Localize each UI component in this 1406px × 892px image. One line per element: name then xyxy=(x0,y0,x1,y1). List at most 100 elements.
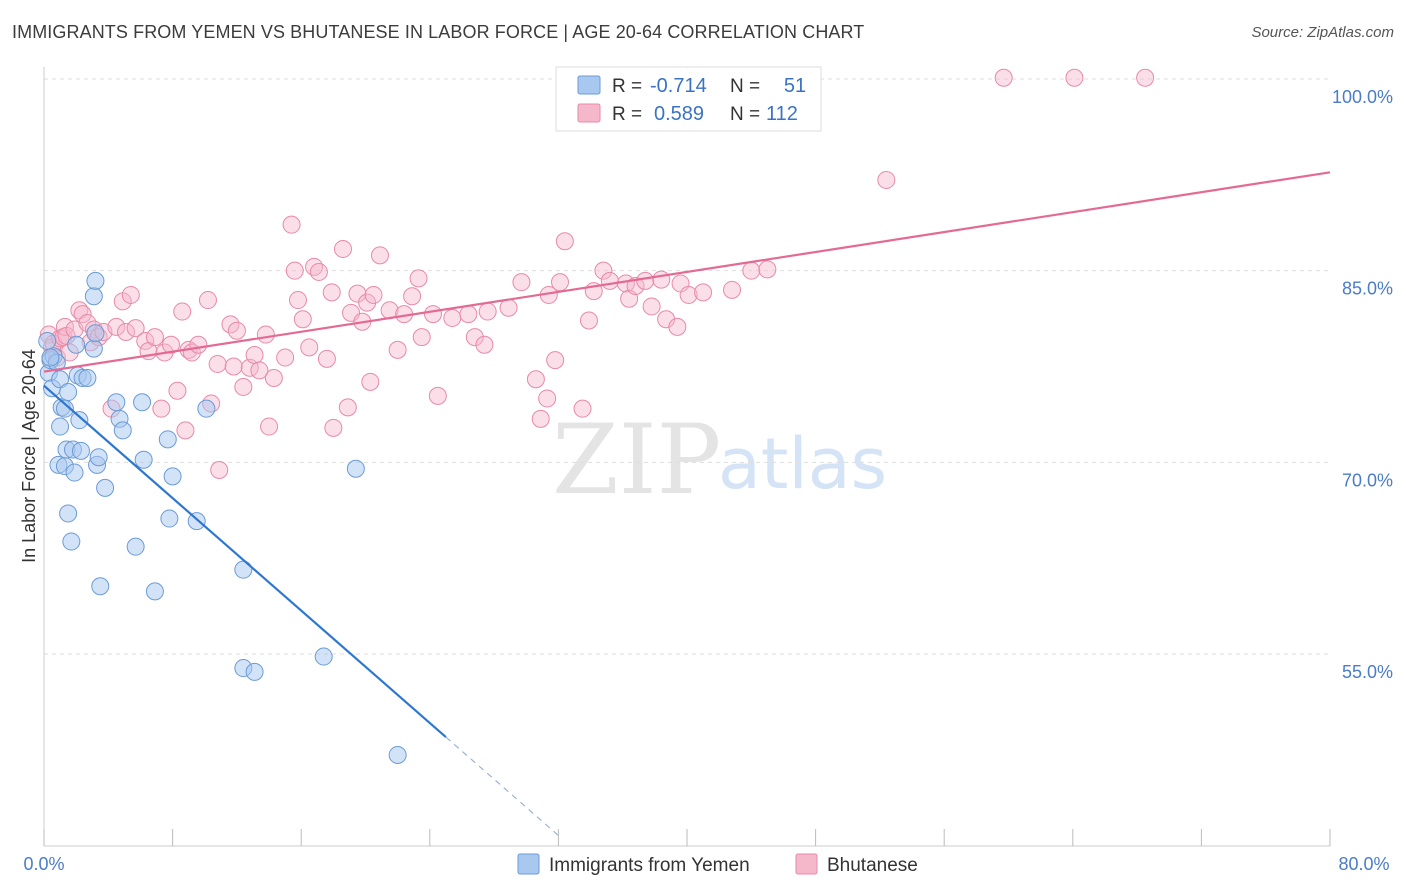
bhutanese-point xyxy=(409,269,428,288)
bhutanese-point xyxy=(293,310,312,329)
bhutanese-point xyxy=(126,319,145,338)
bhutanese-point xyxy=(877,170,896,189)
bhutanese-point xyxy=(245,346,264,364)
stats-swatch-yemen xyxy=(577,75,601,95)
bhutanese-point xyxy=(555,232,574,251)
watermark: ZIP atlas xyxy=(552,404,887,516)
bhutanese-point xyxy=(636,271,655,290)
x-tick-label-min: 0.0% xyxy=(23,854,64,874)
yemen-point xyxy=(86,271,105,290)
x-tick-label-max: 80.0% xyxy=(1338,854,1389,874)
bhutanese-point xyxy=(116,323,135,341)
stats-box: R = -0.714 N = 51 R = 0.589 N = 112 xyxy=(555,66,822,132)
bhutanese-point xyxy=(227,321,246,340)
bhutanese-point xyxy=(107,317,126,336)
bhutanese-point xyxy=(679,285,698,304)
yemen-point xyxy=(67,335,86,354)
yemen-point xyxy=(62,532,81,551)
yemen-point xyxy=(134,450,153,469)
bhutanese-point xyxy=(208,354,227,373)
legend-label-yemen: Immigrants from Yemen xyxy=(549,855,750,876)
bhutanese-point xyxy=(260,417,279,436)
bhutanese-point xyxy=(723,280,742,299)
yemen-trend-extension xyxy=(445,736,559,836)
bhutanese-point xyxy=(288,291,307,310)
yemen-point xyxy=(51,417,70,436)
chart-title: IMMIGRANTS FROM YEMEN VS BHUTANESE IN LA… xyxy=(12,22,865,42)
bhutanese-point xyxy=(370,246,389,265)
bhutanese-point xyxy=(224,357,243,376)
yemen-point xyxy=(84,339,103,358)
stats-r-value-bhutanese: 0.589 xyxy=(654,103,704,125)
yemen-point xyxy=(51,370,70,389)
yemen-point xyxy=(78,369,97,387)
y-tick-label: 85.0% xyxy=(1342,279,1393,299)
yemen-trend-line xyxy=(43,384,447,738)
yemen-points xyxy=(38,271,407,764)
bhutanese-point xyxy=(136,331,155,350)
bhutanese-point xyxy=(994,68,1013,87)
yemen-point xyxy=(59,383,78,402)
bhutanese-point xyxy=(305,257,324,276)
bhutanese-point xyxy=(478,302,497,321)
bhutanese-point xyxy=(121,285,140,304)
bhutanese-point xyxy=(526,370,545,389)
yemen-point xyxy=(84,287,103,306)
bhutanese-point xyxy=(221,315,240,334)
yemen-point xyxy=(388,745,407,764)
bhutanese-point xyxy=(642,297,661,316)
bhutanese-point xyxy=(443,308,462,327)
bhutanese-point xyxy=(465,328,484,347)
bhutanese-point xyxy=(173,302,192,321)
bhutanese-point xyxy=(594,261,613,280)
bhutanese-point xyxy=(234,377,253,396)
yemen-point xyxy=(160,509,179,528)
stats-swatch-bhutanese xyxy=(577,103,601,123)
bhutanese-point xyxy=(538,389,557,408)
bhutanese-point xyxy=(652,270,671,289)
y-tick-label: 55.0% xyxy=(1342,662,1393,682)
yemen-point xyxy=(38,331,57,350)
bhutanese-point xyxy=(361,372,380,391)
yemen-point xyxy=(70,411,89,430)
x-axis-ticks xyxy=(43,829,1331,846)
yemen-point xyxy=(197,399,216,418)
yemen-point xyxy=(113,421,132,440)
stats-n-value-bhutanese: 112 xyxy=(766,103,798,125)
bhutanese-point xyxy=(424,305,443,324)
bhutanese-point xyxy=(668,317,687,336)
bhutanese-point xyxy=(626,277,645,295)
bhutanese-point xyxy=(317,349,336,368)
bhutanese-point xyxy=(276,348,295,367)
bhutanese-point xyxy=(210,461,229,479)
yemen-point xyxy=(245,662,264,681)
bhutanese-point xyxy=(475,335,494,354)
watermark-zip: ZIP xyxy=(552,404,721,516)
bhutanese-point xyxy=(758,260,777,279)
bhutanese-point xyxy=(285,261,304,280)
bhutanese-point xyxy=(348,284,367,303)
yemen-point xyxy=(96,478,115,497)
bhutanese-point xyxy=(152,399,171,418)
stats-r-value-yemen: -0.714 xyxy=(650,75,707,97)
bhutanese-points xyxy=(39,68,1155,479)
bhutanese-point xyxy=(742,261,761,280)
bhutanese-point xyxy=(531,409,550,428)
bhutanese-point xyxy=(300,338,319,357)
bhutanese-point xyxy=(73,305,92,324)
bhutanese-point xyxy=(403,287,422,306)
trend-lines xyxy=(43,171,1331,836)
yemen-point xyxy=(91,577,110,596)
legend-label-bhutanese: Bhutanese xyxy=(827,855,918,876)
yemen-point xyxy=(71,441,90,460)
bhutanese-point xyxy=(551,273,570,292)
yemen-point xyxy=(314,647,333,666)
yemen-point xyxy=(107,393,126,412)
yemen-point xyxy=(65,463,84,482)
stats-r-label-bhutanese: R = xyxy=(612,104,642,125)
yemen-point xyxy=(145,582,164,601)
yemen-point xyxy=(41,348,60,367)
bhutanese-point xyxy=(282,215,301,234)
bhutanese-point xyxy=(198,291,217,310)
